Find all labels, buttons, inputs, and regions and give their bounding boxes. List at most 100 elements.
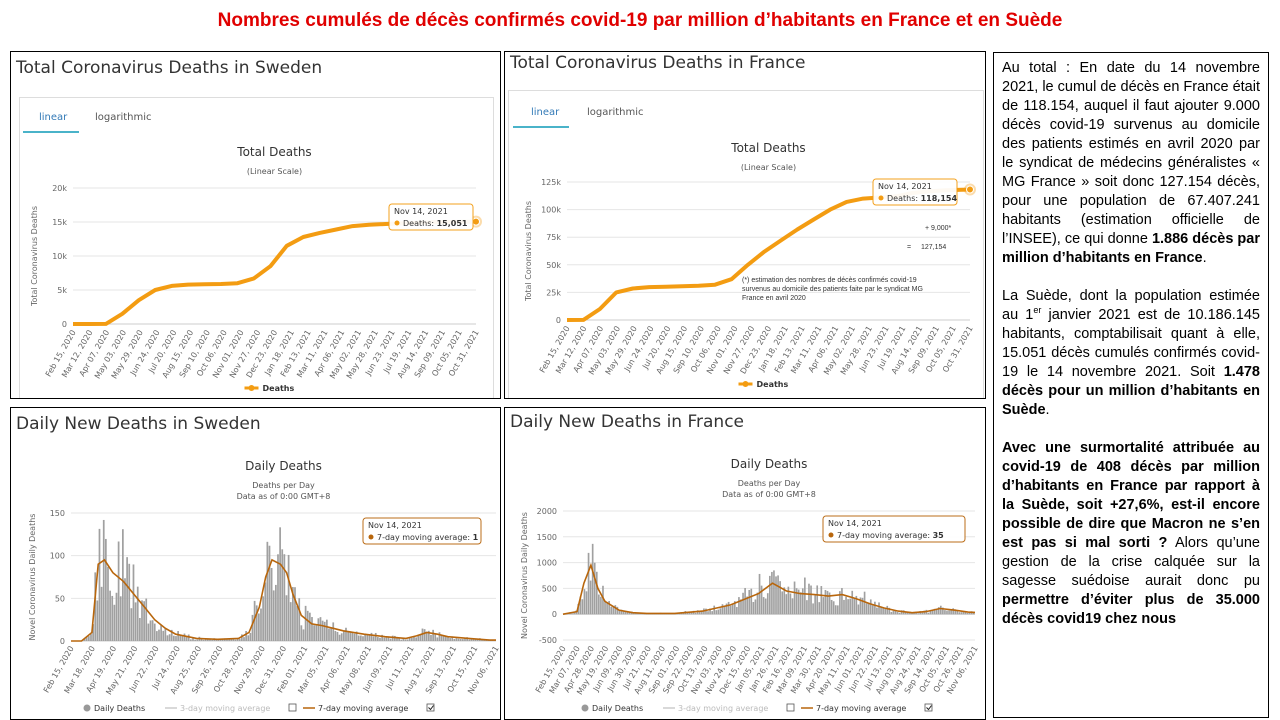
paragraph-conclusion: Avec une surmortalité attribuée au covid… (1002, 439, 1260, 629)
bar-daily-deaths (209, 639, 211, 641)
bar-daily-deaths (812, 603, 814, 615)
bar-daily-deaths (204, 639, 207, 641)
tab-logarithmic[interactable]: logarithmic (95, 112, 152, 123)
chart-frame (508, 90, 984, 398)
bar-daily-deaths (872, 605, 874, 615)
bar-daily-deaths (777, 575, 779, 615)
tab-linear[interactable]: linear (531, 107, 560, 118)
tooltip-label: 7-day moving average: 35 (837, 531, 944, 540)
bar-daily-deaths (128, 563, 131, 641)
bar-daily-deaths (616, 606, 619, 615)
bar-daily-deaths (175, 636, 177, 641)
panel-title: Daily New Deaths in Sweden (16, 414, 261, 434)
bar-daily-deaths (942, 607, 944, 615)
bar-daily-deaths (705, 608, 707, 615)
bar-daily-deaths (721, 604, 724, 615)
bar-daily-deaths (264, 582, 267, 641)
bar-daily-deaths (340, 633, 343, 641)
bar-daily-deaths (377, 637, 379, 641)
bar-daily-deaths (579, 596, 582, 615)
bar-daily-deaths (748, 590, 751, 615)
bar-daily-deaths (179, 635, 182, 641)
bar-daily-deaths (806, 600, 808, 615)
panel-title: Daily New Deaths in France (510, 412, 744, 432)
bar-daily-deaths (894, 610, 897, 615)
bar-daily-deaths (939, 605, 942, 615)
bar-daily-deaths (111, 595, 114, 641)
bar-daily-deaths (192, 638, 194, 641)
bar-daily-deaths (234, 639, 237, 641)
bar-daily-deaths (130, 608, 133, 641)
bar-daily-deaths (804, 577, 806, 615)
bar-daily-deaths (94, 572, 97, 641)
bar-daily-deaths (884, 608, 887, 615)
bar-daily-deaths (107, 566, 109, 641)
bar-daily-deaths (292, 587, 294, 641)
bar-daily-deaths (869, 599, 872, 615)
bar-daily-deaths (861, 597, 864, 615)
bar-daily-deaths (287, 554, 290, 641)
bar-daily-deaths (83, 638, 86, 641)
tab-linear[interactable]: linear (39, 112, 68, 123)
tooltip-value: 15,051 (437, 219, 468, 228)
bar-daily-deaths (404, 639, 407, 641)
bar-daily-deaths (956, 611, 959, 615)
bar-daily-deaths (355, 631, 358, 641)
bar-daily-deaths (948, 610, 950, 615)
legend-label-3day: 3-day moving average (678, 704, 768, 713)
paragraph-france: Au total : En date du 14 novembre 2021, … (1002, 59, 1260, 268)
text-segment: Alors qu’une gestion de la crise calquée… (1002, 535, 1260, 589)
bar-daily-deaths (851, 590, 854, 615)
bar-daily-deaths (470, 639, 473, 641)
chart-title: Total Deaths (730, 141, 805, 155)
bar-daily-deaths (415, 637, 417, 641)
y-tick-label: 10k (52, 252, 67, 261)
bar-daily-deaths (781, 591, 784, 615)
panel-france-daily: Daily New Deaths in France Daily Deaths D… (504, 407, 986, 720)
bar-daily-deaths (134, 602, 137, 641)
data-point-last (472, 217, 480, 226)
bar-daily-deaths (935, 609, 938, 615)
tab-logarithmic[interactable]: logarithmic (587, 107, 644, 118)
bar-daily-deaths (411, 637, 413, 641)
bar-daily-deaths (715, 610, 718, 615)
bar-daily-deaths (830, 599, 833, 615)
bar-daily-deaths (733, 601, 736, 615)
bar-daily-deaths (769, 575, 771, 615)
tooltip-marker (394, 220, 400, 226)
bar-daily-deaths (275, 584, 277, 641)
bar-daily-deaths (362, 636, 364, 641)
bar-daily-deaths (954, 609, 957, 615)
bar-daily-deaths (421, 628, 424, 641)
legend-checkbox-3day (786, 703, 795, 712)
bar-daily-deaths (464, 637, 466, 641)
bar-daily-deaths (177, 631, 179, 641)
bar-daily-deaths (139, 618, 141, 641)
bar-daily-deaths (170, 629, 173, 641)
bar-daily-deaths (379, 637, 381, 641)
bar-daily-deaths (468, 639, 471, 641)
legend-marker-daily (83, 704, 91, 712)
bar-daily-deaths (793, 581, 796, 615)
bar-daily-deaths (711, 611, 713, 615)
bar-daily-deaths (960, 612, 963, 615)
bar-daily-deaths (581, 599, 584, 615)
bar-daily-deaths (457, 638, 460, 641)
bar-daily-deaths (332, 622, 335, 641)
bar-daily-deaths (96, 600, 99, 641)
scale-tabs: linear logarithmic (33, 112, 233, 132)
annotation-total: 127,154 (921, 244, 946, 251)
bar-daily-deaths (688, 612, 691, 615)
bar-daily-deaths (247, 635, 250, 641)
bar-daily-deaths (391, 635, 394, 641)
bar-daily-deaths (315, 624, 318, 641)
bar-daily-deaths (886, 605, 889, 615)
bar-daily-deaths (587, 552, 590, 615)
bar-daily-deaths (298, 598, 301, 641)
bar-daily-deaths (402, 638, 405, 641)
legend-marker-deaths (248, 385, 255, 391)
bar-daily-deaths (311, 617, 313, 641)
bar-daily-deaths (808, 583, 810, 615)
chart-subtitle: (Linear Scale) (247, 167, 302, 176)
annotation-plus: + 9,000* (925, 225, 952, 232)
